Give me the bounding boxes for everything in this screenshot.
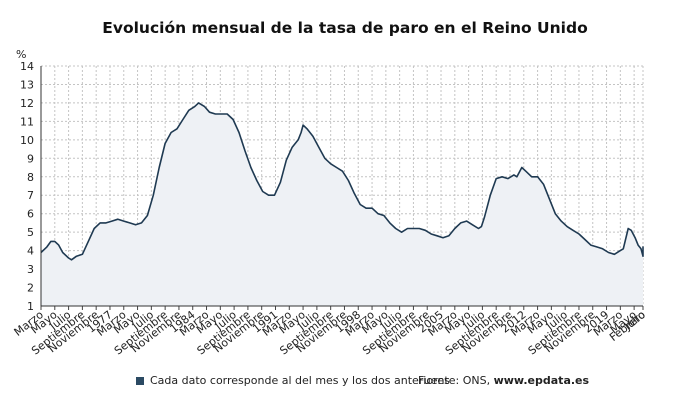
- series-area: [41, 102, 643, 307]
- series-line: [40, 102, 644, 261]
- y-tick-label: 6: [27, 208, 34, 221]
- y-tick-label: 9: [27, 152, 34, 165]
- y-tick-label: 2: [27, 282, 34, 295]
- legend-label: Cada dato corresponde al del mes y los d…: [150, 374, 450, 387]
- y-tick-label: 3: [27, 263, 34, 276]
- y-tick-label: 11: [20, 115, 34, 128]
- y-tick-label: 4: [27, 245, 34, 258]
- x-tick-labels: MarzoMayoJulioSeptiembreNoviembre1977Mar…: [12, 308, 648, 358]
- axes-layer: [40, 66, 644, 310]
- y-axis-unit: %: [16, 48, 27, 61]
- source-note: Fuente: ONS, www.epdata.es: [418, 374, 589, 387]
- chart-title: Evolución mensual de la tasa de paro en …: [102, 19, 588, 37]
- y-tick-label: 5: [27, 226, 34, 239]
- y-tick-label: 8: [27, 171, 34, 184]
- y-tick-label: 12: [20, 97, 34, 110]
- legend: Cada dato corresponde al del mes y los d…: [136, 374, 450, 387]
- y-tick-label: 10: [20, 134, 34, 147]
- source-site: www.epdata.es: [493, 374, 590, 387]
- legend-swatch: [136, 376, 144, 385]
- source-prefix: Fuente: ONS,: [418, 374, 494, 387]
- y-tick-label: 13: [20, 78, 34, 91]
- y-tick-label: 1: [27, 300, 34, 313]
- y-tick-label: 7: [27, 189, 34, 202]
- y-tick-label: 14: [20, 60, 34, 73]
- series-layer: [40, 102, 644, 307]
